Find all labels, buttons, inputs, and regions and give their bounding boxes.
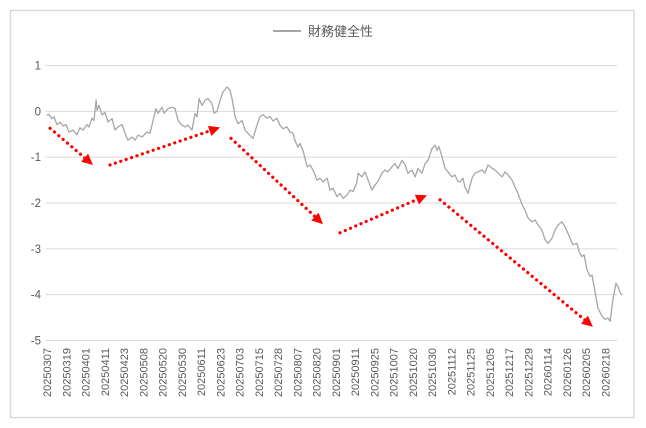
x-axis-tick-label: 20250611 xyxy=(196,348,208,396)
trend-arrow xyxy=(229,136,323,225)
trend-arrow-shaft xyxy=(438,198,587,322)
trend-arrow xyxy=(108,125,221,167)
x-axis-tick-label: 20251030 xyxy=(427,348,439,397)
x-axis-tick-label: 20250820 xyxy=(312,348,324,397)
x-axis-tick-label: 20250520 xyxy=(158,348,170,397)
trend-arrow-shaft xyxy=(229,136,318,219)
x-axis-tick-label: 20251205 xyxy=(485,348,497,397)
x-axis-tick-label: 20251112 xyxy=(446,348,458,395)
x-axis-tick-label: 20250307 xyxy=(42,348,54,397)
y-axis-tick-label: -4 xyxy=(31,290,42,302)
y-axis-tick-label: -1 xyxy=(31,152,41,164)
y-axis-tick-label: 1 xyxy=(35,61,41,73)
trend-arrow-head xyxy=(311,212,323,225)
trend-arrow xyxy=(48,126,93,165)
trend-arrow-head xyxy=(207,125,221,136)
x-axis-tick-label: 20250423 xyxy=(119,348,131,397)
x-axis-tick-label: 20251125 xyxy=(466,348,478,396)
y-axis-tick-label: -5 xyxy=(31,335,41,347)
x-axis-tick-label: 20250728 xyxy=(273,348,285,397)
y-axis-tick-label: -3 xyxy=(31,244,41,256)
trend-arrows xyxy=(48,125,593,327)
x-axis-tick-label: 20250715 xyxy=(254,348,266,397)
gridlines xyxy=(45,65,617,341)
legend-label: 財務健全性 xyxy=(307,24,373,39)
y-axis-tick-label: -2 xyxy=(31,198,41,210)
legend-line-swatch xyxy=(272,29,301,32)
trend-arrow xyxy=(438,198,593,327)
x-axis-tick-label: 20260114 xyxy=(543,348,555,396)
x-axis-tick-label: 20250401 xyxy=(81,348,93,397)
x-axis-tick-label: 20250925 xyxy=(369,348,381,397)
trend-arrow-head xyxy=(414,194,427,205)
trend-arrow-head xyxy=(81,153,93,165)
x-axis-tick-label: 20251229 xyxy=(523,348,535,397)
x-axis-tick-label: 20251217 xyxy=(504,348,516,397)
legend: 財務健全性 xyxy=(0,21,646,40)
x-axis-tick-label: 20250508 xyxy=(138,348,150,397)
x-axis-tick-label: 20250530 xyxy=(177,348,189,397)
x-axis-tick-label: 20250703 xyxy=(235,348,247,397)
trend-arrow xyxy=(338,194,427,235)
chart-frame-border xyxy=(9,9,635,419)
x-axis-tick-label: 20260218 xyxy=(600,348,612,397)
x-axis-tick-label: 20251007 xyxy=(389,348,401,397)
x-axis-tick-label: 20260126 xyxy=(562,348,574,397)
x-axis-tick-label: 20250623 xyxy=(215,348,227,397)
x-axis-tick-label: 20250319 xyxy=(61,348,73,397)
x-axis-tick-label: 20250901 xyxy=(331,348,343,397)
x-axis-tick-label: 20250807 xyxy=(292,348,304,397)
x-axis-tick-label: 20260205 xyxy=(581,348,593,397)
y-axis-tick-label: 0 xyxy=(35,106,41,118)
trend-arrow-shaft xyxy=(108,129,213,167)
x-axis-labels: 20250307 20250319 20250401 20250411 20250423… xyxy=(42,348,612,397)
x-axis-tick-label: 20250411 xyxy=(100,348,112,396)
trend-arrow-shaft xyxy=(338,197,420,235)
trend-arrow-head xyxy=(581,315,593,327)
x-axis-tick-label: 20251020 xyxy=(408,348,420,397)
x-axis-tick-label: 20250911 xyxy=(350,348,362,396)
series-line xyxy=(46,86,623,322)
y-axis-labels: 1 0 -1 -2 -3 -4 -5 xyxy=(31,61,42,348)
trend-arrow-shaft xyxy=(48,126,88,161)
